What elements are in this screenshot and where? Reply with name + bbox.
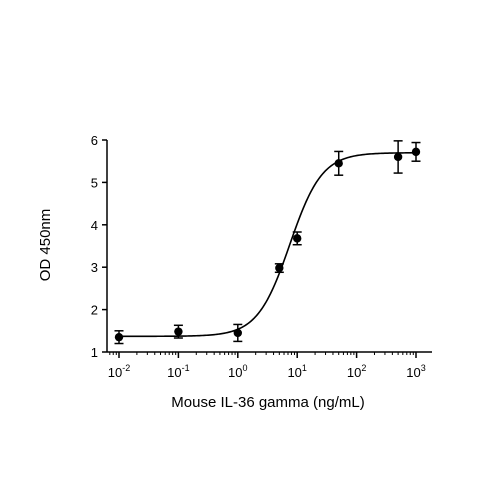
x-tick-label: 103: [406, 363, 425, 380]
x-tick-label: 10-2: [108, 363, 130, 380]
data-marker: [393, 152, 403, 162]
y-tick-label: 5: [91, 175, 98, 190]
data-point: [411, 141, 421, 162]
x-tick-label: 102: [347, 363, 366, 380]
data-point: [292, 231, 302, 246]
fit-curve-line: [119, 151, 417, 338]
y-tick-label: 3: [91, 260, 98, 275]
data-points-group: [114, 140, 421, 345]
x-tick-label: 101: [287, 363, 306, 380]
x-tick-label: 10-1: [167, 363, 189, 380]
y-axis-label: OD 450nm: [37, 209, 54, 282]
fit-curve-group: [119, 151, 417, 338]
data-marker: [334, 159, 343, 168]
data-marker: [411, 147, 421, 157]
y-tick-label: 1: [91, 345, 98, 360]
data-point: [173, 324, 183, 339]
x-tick-label: 100: [228, 363, 247, 380]
y-tick-label: 2: [91, 303, 98, 318]
data-point: [393, 140, 403, 174]
data-point: [334, 150, 344, 176]
x-axis-label: Mouse IL-36 gamma (ng/mL): [171, 394, 364, 411]
data-marker: [233, 328, 242, 338]
data-marker: [114, 332, 124, 342]
data-point: [274, 263, 284, 274]
data-marker: [293, 234, 302, 243]
data-point: [233, 323, 243, 343]
data-point: [114, 330, 124, 345]
y-tick-label: 6: [91, 133, 98, 148]
data-marker: [275, 263, 284, 273]
axes: 1 2 3 4 5 6 10-2 10-1 100 101 102 103: [91, 133, 432, 380]
data-marker: [174, 327, 183, 336]
y-tick-label: 4: [91, 218, 98, 233]
